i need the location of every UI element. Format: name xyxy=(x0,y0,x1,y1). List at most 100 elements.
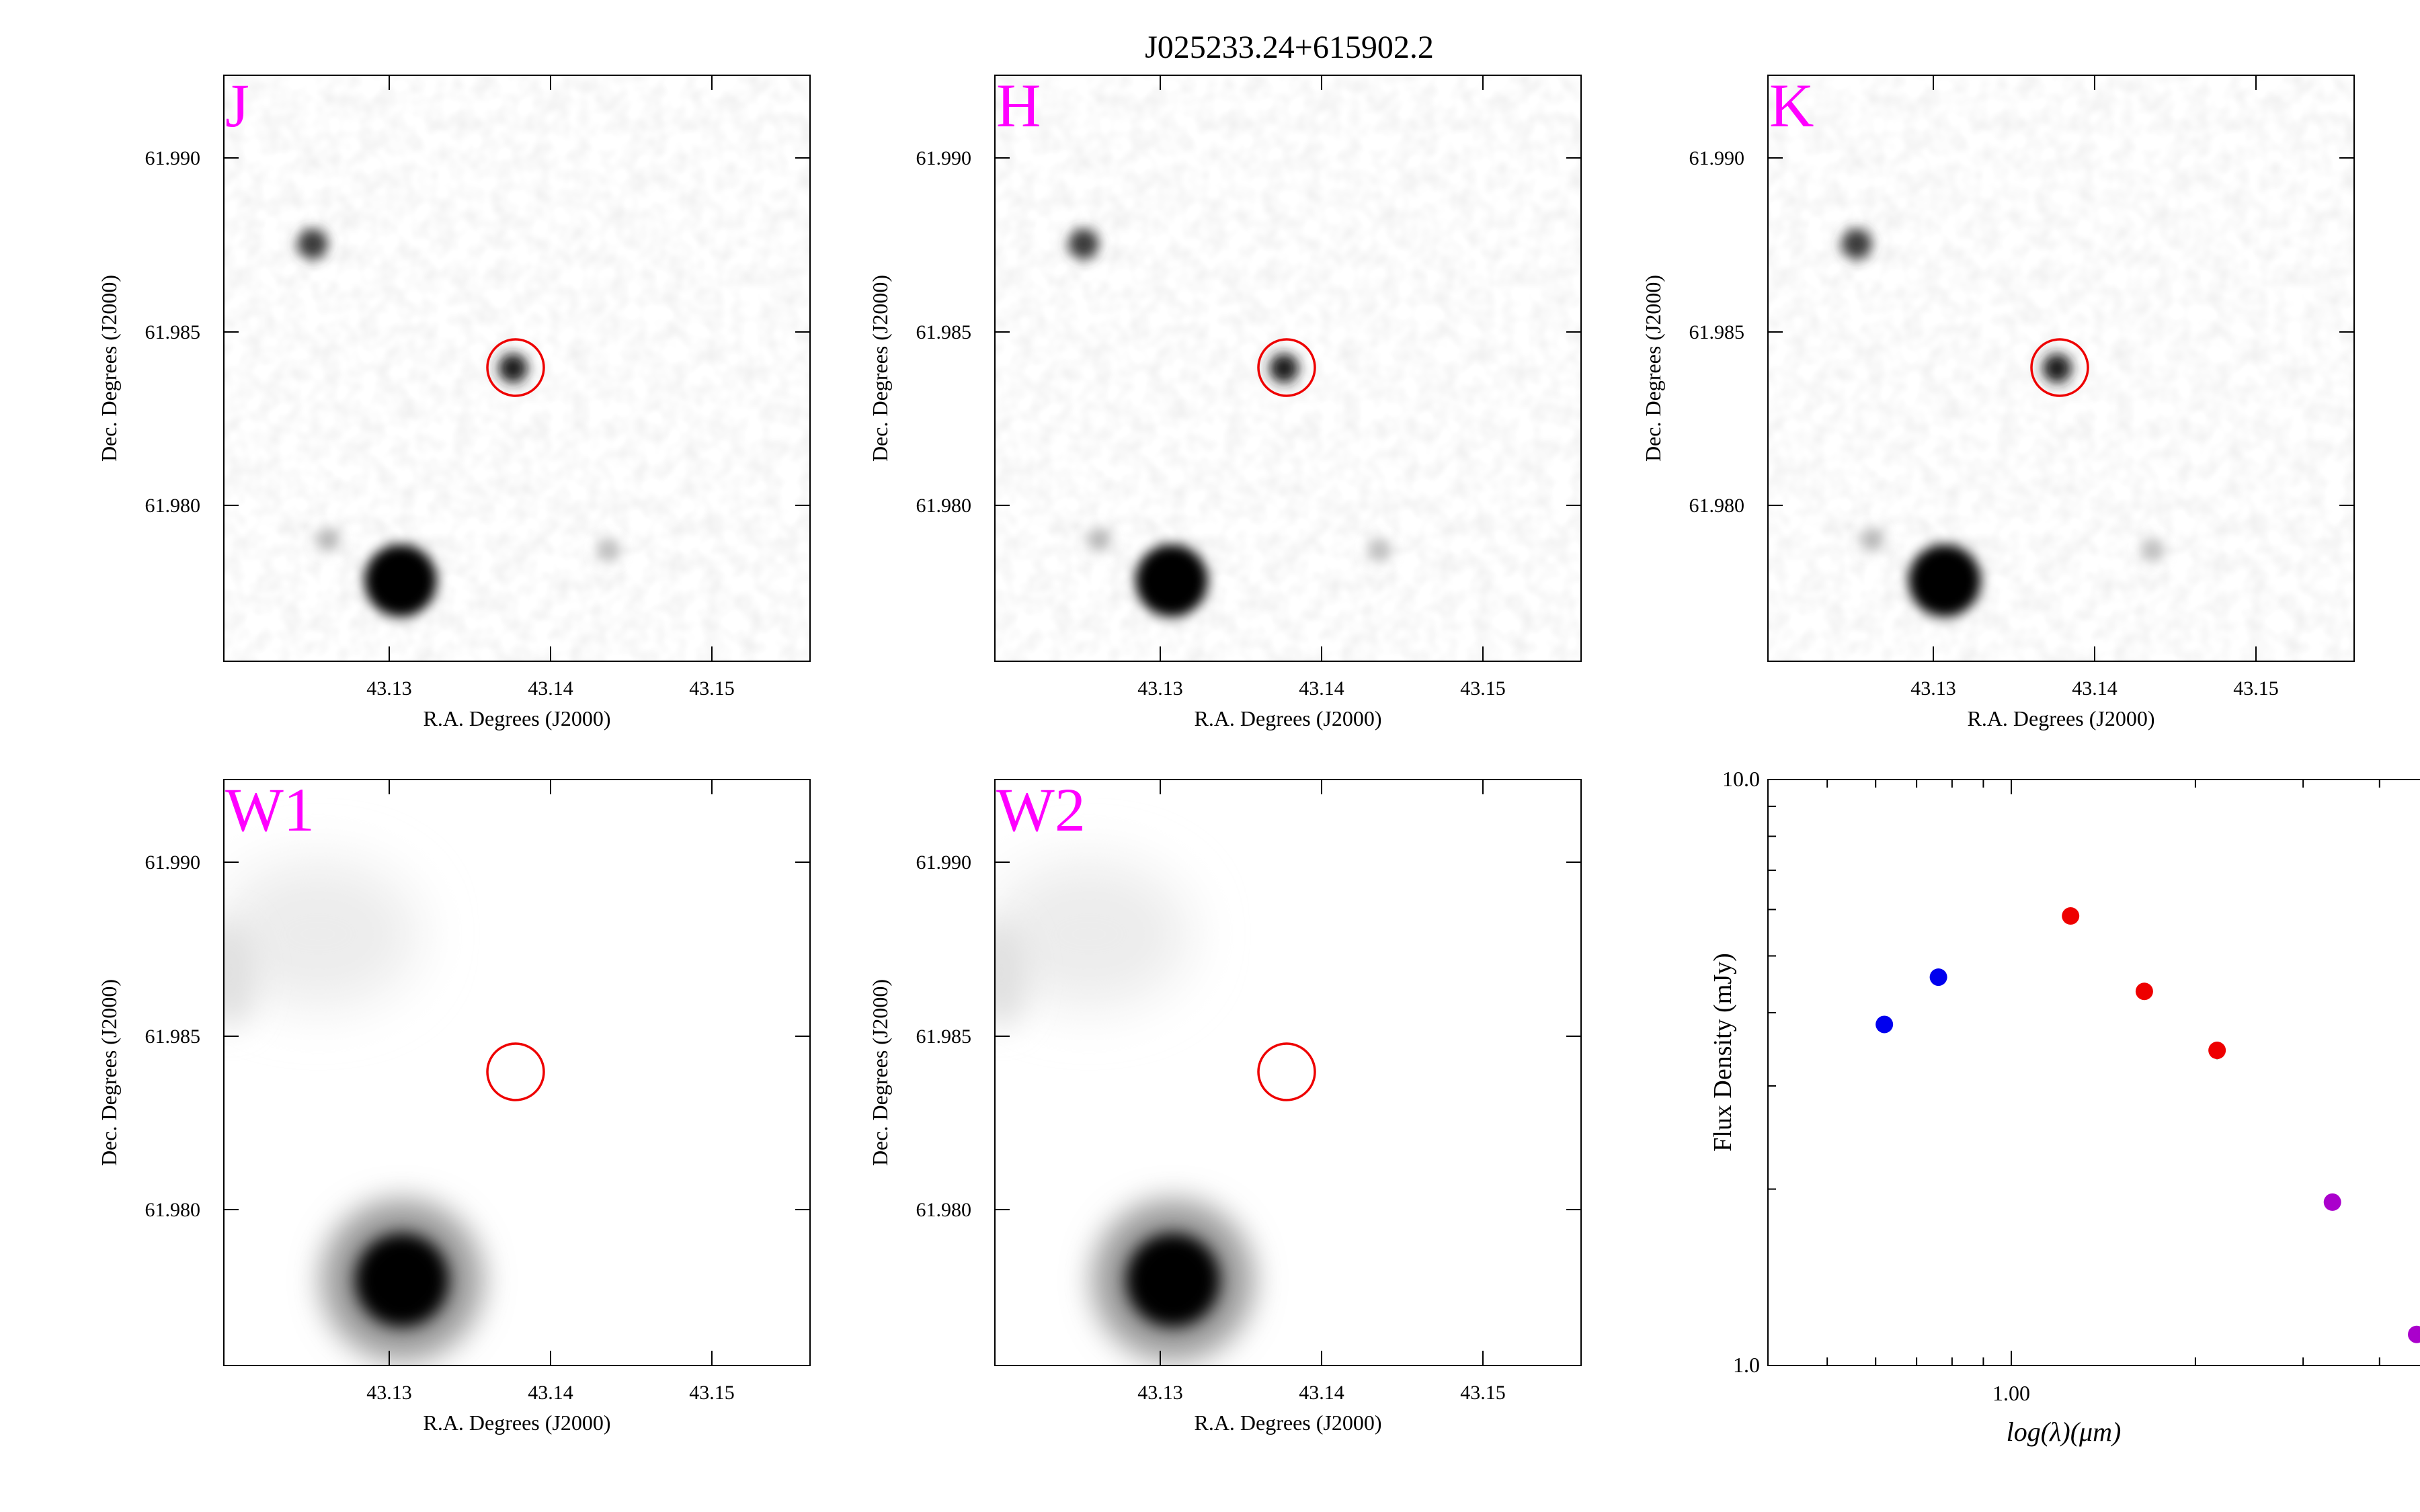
x-axis-label: R.A. Degrees (J2000) xyxy=(1194,1411,1381,1435)
x-tick-label: 43.13 xyxy=(1137,677,1183,700)
target-marker-circle xyxy=(486,1042,545,1101)
band-label: H xyxy=(996,71,1041,140)
target-star xyxy=(498,353,528,383)
data-point-series-2 xyxy=(2408,1325,2420,1343)
panel-frame xyxy=(994,779,1582,1366)
sky-image xyxy=(1768,75,2354,661)
y-tick-label: 61.990 xyxy=(145,147,201,169)
image-panel-w1: 43.13 43.14 43.15 61.990 61.985 61.980 R.A. De… xyxy=(97,775,811,1435)
x-tick-label: 43.14 xyxy=(528,1382,573,1404)
sed-chart: 1.00 1.0 10.0 log(λ)(μm) Flux Density (mJy) xyxy=(1709,767,2420,1447)
field-star xyxy=(1367,538,1392,562)
sed-y-axis-label: Flux Density (mJy) xyxy=(1709,953,1737,1152)
y-tick-label: 61.980 xyxy=(1689,495,1745,517)
y-tick-label: 61.990 xyxy=(916,147,972,169)
x-tick-label: 43.15 xyxy=(689,677,735,700)
x-tick-label: 43.14 xyxy=(528,677,573,700)
field-star xyxy=(1860,528,1884,552)
y-tick-label: 61.980 xyxy=(145,495,201,517)
diffuse-glow xyxy=(224,921,257,1028)
x-tick-label: 1.00 xyxy=(1992,1381,2030,1405)
sky-image xyxy=(224,75,810,661)
y-tick-label: 61.985 xyxy=(916,321,972,343)
y-tick-label: 61.980 xyxy=(916,1199,972,1221)
y-tick-label: 61.985 xyxy=(1689,321,1745,343)
band-label: J xyxy=(225,71,249,140)
data-point-series-1 xyxy=(2062,907,2080,925)
y-tick-label: 61.985 xyxy=(145,321,201,343)
y-axis-label: Dec. Degrees (J2000) xyxy=(97,275,121,462)
panel-frame xyxy=(223,75,811,662)
image-panels: 43.13 43.14 43.15 61.990 61.985 61.980 R.A. De… xyxy=(97,71,2355,1435)
panel-frame xyxy=(1767,75,2355,662)
x-tick-label: 43.13 xyxy=(1910,677,1956,700)
data-point-series-0 xyxy=(1876,1015,1894,1034)
y-tick-label: 1.0 xyxy=(1733,1353,1760,1377)
y-axis-label: Dec. Degrees (J2000) xyxy=(868,979,892,1166)
x-axis-label: R.A. Degrees (J2000) xyxy=(423,1411,610,1435)
y-tick-label: 61.990 xyxy=(916,851,972,874)
sed-frame xyxy=(1767,779,2420,1366)
sky-image xyxy=(995,75,1581,661)
target-star xyxy=(2042,353,2072,383)
x-tick-label: 43.13 xyxy=(366,677,412,700)
diffuse-glow xyxy=(995,860,1190,1008)
data-point-series-0 xyxy=(1929,968,1947,986)
image-panel-w2: 43.13 43.14 43.15 61.990 61.985 61.980 R.A. De… xyxy=(868,775,1582,1435)
y-tick-label: 61.980 xyxy=(916,495,972,517)
target-star xyxy=(1269,353,1299,383)
bright-star xyxy=(355,1233,449,1327)
bright-star xyxy=(1135,544,1208,617)
target-marker-circle xyxy=(2030,338,2089,397)
image-panel-h: 43.13 43.14 43.15 61.990 61.985 61.980 R.A. De… xyxy=(868,71,1582,730)
data-point-series-1 xyxy=(2135,982,2153,1001)
diffuse-glow xyxy=(224,860,419,1008)
sky-image xyxy=(224,860,483,1361)
y-tick-label: 61.980 xyxy=(145,1199,201,1221)
sky-image xyxy=(995,860,1254,1361)
x-tick-label: 43.15 xyxy=(2233,677,2279,700)
field-star xyxy=(1068,228,1099,259)
y-tick-label: 61.985 xyxy=(916,1025,972,1048)
field-star xyxy=(1087,528,1111,552)
panel-frame xyxy=(994,75,1582,662)
x-tick-label: 43.15 xyxy=(1460,677,1506,700)
band-label: W2 xyxy=(996,775,1086,844)
y-axis-label: Dec. Degrees (J2000) xyxy=(1641,275,1665,462)
diffuse-glow xyxy=(995,921,1028,1028)
image-panel-j: 43.13 43.14 43.15 61.990 61.985 61.980 R.A. De… xyxy=(97,71,811,730)
y-axis-label: Dec. Degrees (J2000) xyxy=(97,979,121,1166)
figure-title: J025233.24+615902.2 xyxy=(1145,30,1434,65)
bright-star xyxy=(1126,1233,1220,1327)
x-tick-label: 43.13 xyxy=(1137,1382,1183,1404)
y-tick-label: 10.0 xyxy=(1722,767,1760,791)
x-tick-label: 43.14 xyxy=(1299,677,1344,700)
target-marker-circle xyxy=(486,338,545,397)
x-axis-label: R.A. Degrees (J2000) xyxy=(1194,706,1381,730)
sed-x-axis-label: log(λ)(μm) xyxy=(2007,1417,2122,1447)
bright-star xyxy=(364,544,437,617)
x-axis-label: R.A. Degrees (J2000) xyxy=(423,706,610,730)
y-tick-label: 61.985 xyxy=(145,1025,201,1048)
x-tick-label: 43.15 xyxy=(689,1382,735,1404)
field-star xyxy=(2140,538,2165,562)
field-star xyxy=(297,228,328,259)
image-panel-k: 43.13 43.14 43.15 61.990 61.985 61.980 R.A. De… xyxy=(1641,71,2355,730)
target-marker-circle xyxy=(1257,1042,1316,1101)
x-axis-label: R.A. Degrees (J2000) xyxy=(1967,706,2154,730)
y-axis-label: Dec. Degrees (J2000) xyxy=(868,275,892,462)
x-tick-label: 43.13 xyxy=(366,1382,412,1404)
y-tick-label: 61.990 xyxy=(1689,147,1745,169)
band-label: W1 xyxy=(225,775,315,844)
field-star xyxy=(596,538,620,562)
x-tick-label: 43.14 xyxy=(1299,1382,1344,1404)
data-point-series-1 xyxy=(2208,1042,2226,1060)
data-point-series-2 xyxy=(2323,1193,2341,1211)
y-tick-label: 61.990 xyxy=(145,851,201,874)
panel-frame xyxy=(223,779,811,1366)
x-tick-label: 43.14 xyxy=(2072,677,2118,700)
field-star xyxy=(1841,228,1872,259)
field-star xyxy=(316,528,340,552)
band-label: K xyxy=(1769,71,1814,140)
